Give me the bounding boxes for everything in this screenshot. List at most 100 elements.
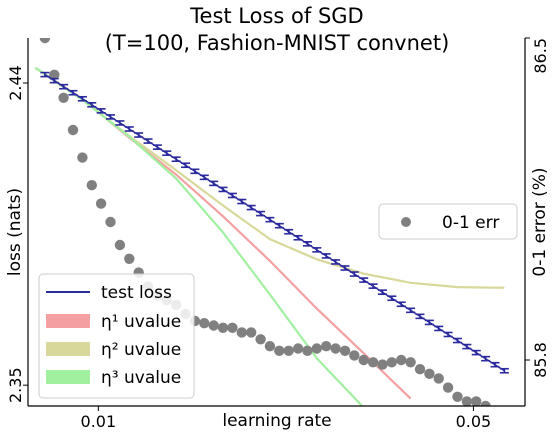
test-loss-errorbar [59, 83, 69, 90]
test-loss-line [44, 73, 505, 372]
test-loss-errorbar [312, 247, 322, 253]
test-loss-errorbar [471, 349, 481, 356]
error-rate-point [414, 364, 426, 375]
test-loss-errorbar [68, 89, 78, 96]
error-rate-point [264, 341, 276, 352]
test-loss-errorbar [162, 150, 172, 156]
test-loss-errorbar [274, 222, 284, 229]
error-rate-point [217, 322, 229, 333]
chart-title-line2: (T=100, Fashion-MNIST convnet) [105, 31, 450, 55]
legend-error-rate-marker [401, 217, 411, 227]
axes-layer [27, 38, 526, 407]
test-loss-errorbar [359, 277, 369, 283]
test-loss-errorbar [340, 265, 350, 271]
test-loss-errorbar [490, 361, 500, 368]
error-rate-point [124, 253, 135, 264]
error-rate-point [367, 357, 379, 368]
legend-eta2-label: η² uvalue [101, 340, 181, 360]
x-tick-label: 0.01 [81, 412, 117, 431]
test-loss-errorbar [77, 95, 87, 102]
test-loss-errorbar [227, 192, 237, 199]
y-right-tick-label: 86.5 [531, 38, 550, 74]
error-rate-point [199, 318, 210, 329]
legend-test-loss-label: test loss [101, 283, 172, 303]
error-rate-point [452, 391, 463, 402]
error-rate-point [480, 400, 491, 406]
error-rate-point [396, 354, 407, 366]
error-rate-point [424, 368, 435, 379]
error-rate-point [321, 341, 332, 352]
test-loss-errorbar [134, 132, 144, 138]
error-rate-point [339, 345, 351, 356]
error-rate-point [86, 180, 98, 191]
uvalue-curve-eta2 [34, 66, 505, 289]
test-loss-errorbar [124, 126, 134, 132]
error-rate-point [49, 69, 60, 81]
test-loss-errorbar [462, 343, 472, 350]
test-loss-errorbar [434, 325, 444, 332]
x-axis-label: learning rate [222, 411, 331, 431]
legend-error-rate-label: 0-1 err [442, 213, 499, 233]
error-rate-point [58, 92, 69, 104]
error-rate-point [386, 357, 397, 368]
test-loss-errorbar [152, 144, 162, 150]
legend-eta3-label: η³ uvalue [101, 368, 181, 388]
error-rate-point [95, 198, 107, 209]
error-rate-point [246, 327, 257, 338]
test-loss-errorbar [171, 156, 181, 163]
test-loss-errorbar [87, 102, 97, 108]
error-rate-point [442, 382, 454, 393]
error-rate-point [67, 124, 79, 136]
error-rate-point [39, 38, 51, 44]
test-loss-errorbar [415, 313, 425, 320]
error-rate-point [492, 405, 498, 406]
test-loss-errorbar [40, 71, 50, 78]
test-loss-errorbar [293, 234, 303, 241]
test-loss-errorbar [368, 283, 378, 289]
test-loss-errorbar [349, 271, 359, 277]
test-loss-errorbar [396, 301, 406, 308]
test-loss-errorbar [424, 319, 434, 326]
error-rate-point [208, 320, 219, 331]
error-rate-point [114, 239, 126, 251]
test-loss-errorbar [331, 259, 341, 265]
test-loss-errorbar [181, 162, 191, 169]
error-rate-point [283, 345, 294, 356]
test-loss-errorbar [115, 120, 125, 126]
test-loss-errorbar [377, 289, 387, 295]
legend-error-rate-frame [378, 203, 518, 240]
test-loss-errorbar [284, 228, 294, 235]
test-loss-errorbar [199, 174, 209, 181]
ticks-layer: 0.01 0.05 2.35 2.44 85.8 86.5 [6, 37, 550, 431]
error-rate-point [274, 345, 285, 356]
y-axis-label-left: loss (nats) [5, 188, 25, 276]
test-loss-errorbar [218, 186, 228, 193]
test-loss-errorbar [246, 204, 256, 211]
test-loss-errorbar [209, 180, 219, 187]
chart-title-line1: Test Loss of SGD [189, 4, 363, 28]
test-loss-errorbar [49, 77, 59, 84]
error-rate-point [499, 410, 509, 420]
test-loss-errorbar [499, 367, 509, 374]
x-tick-label: 0.05 [456, 412, 492, 431]
test-loss-errorbar [106, 114, 116, 120]
error-rate-point [349, 350, 360, 361]
error-rate-point [255, 334, 266, 345]
error-rate-point [330, 343, 341, 354]
test-loss-errorbar [387, 295, 397, 302]
y-right-tick-label: 85.8 [531, 342, 550, 378]
error-rate-point [77, 152, 88, 163]
test-loss-errorbar [190, 168, 200, 175]
test-loss-errorbar [265, 216, 275, 223]
error-rate-point [405, 357, 416, 368]
legend-error-rate: 0-1 err [378, 203, 518, 240]
test-loss-errorbar [256, 210, 266, 217]
error-rate-point [105, 216, 116, 228]
legend-eta1-patch [46, 314, 90, 328]
y-left-tick-label: 2.35 [6, 367, 25, 403]
test-loss-errorbar [452, 337, 462, 344]
test-loss-errorbar [481, 355, 491, 362]
error-rate-point [461, 396, 473, 406]
legend-loss-curves: test loss η¹ uvalue η² uvalue η³ uvalue [38, 273, 195, 399]
error-rate-point [236, 327, 247, 338]
